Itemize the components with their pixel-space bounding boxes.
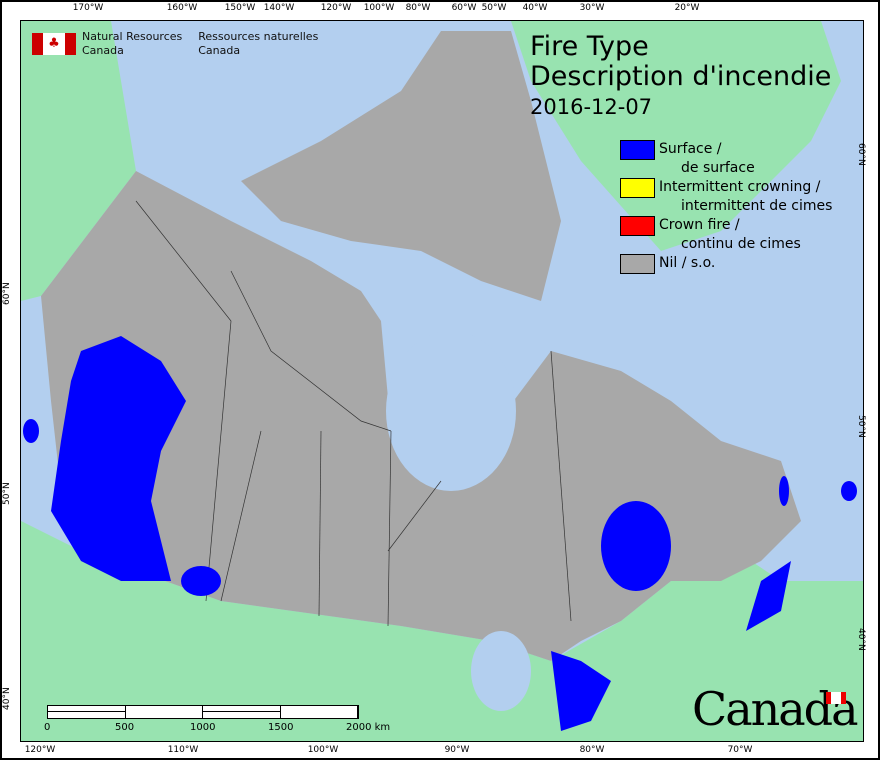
map-date: 2016-12-07 [530,95,653,119]
lon-label-top: 140°W [263,3,295,13]
scale-label: 0 [44,722,51,733]
fire-patch [841,481,857,501]
fire-type-map [20,20,864,742]
legend-item-crown: Crown fire / continu de cimes [620,216,832,254]
fire-ontario-south [551,651,611,731]
lat-label-left: 40°N [2,687,12,710]
map-title: Fire Type Description d'incendie 2016-12… [530,32,831,122]
title-en: Fire Type [530,31,649,62]
great-lakes [471,631,531,711]
hudson-bay [386,331,516,491]
lat-label-right: 60°N [856,143,866,166]
wordmark-flag-icon [826,692,846,704]
nrcan-signature: ♣ Natural Resources Canada Ressources na… [32,30,318,58]
legend-item-nil: Nil / s.o. [620,254,832,274]
fire-alberta-south [181,566,221,596]
legend-swatch [620,216,655,236]
title-fr: Description d'incendie [530,61,832,92]
agency-name-en: Canada [82,44,124,57]
legend-label: Surface / [659,141,722,157]
lon-label-top: 170°W [72,3,104,13]
canada-wordmark: Canada [692,682,859,736]
lon-label-bottom: 120°W [24,745,56,755]
lon-label-top: 40°W [522,3,548,13]
scale-bar: 0 500 1000 1500 2000 km [44,705,390,736]
legend-swatch [620,140,655,160]
legend-label: Crown fire / [659,217,740,233]
scale-label: 1500 [268,722,294,733]
lon-label-top: 160°W [166,3,198,13]
fire-patch [23,419,39,443]
fire-newfoundland [779,476,789,506]
lon-label-top: 50°W [481,3,507,13]
lon-label-top: 80°W [405,3,431,13]
legend: Surface / de surface Intermittent crownin… [620,140,832,274]
canada-flag-icon: ♣ [32,33,76,55]
lon-label-bottom: 70°W [727,745,753,755]
legend-swatch [620,178,655,198]
fire-quebec [601,501,671,591]
surface-fire-areas [23,336,857,731]
lat-label-left: 50°N [2,482,12,505]
greenland-land [511,21,841,251]
lon-label-bottom: 100°W [307,745,339,755]
map-graphic [21,21,863,741]
scale-label: 2000 km [346,722,391,733]
lat-label-right: 40°N [856,628,866,651]
legend-swatch [620,254,655,274]
legend-item-intermittent: Intermittent crowning / intermittent de c… [620,178,832,216]
lon-label-bottom: 90°W [444,745,470,755]
lat-label-right: 50°N [856,415,866,438]
fire-maritimes [746,561,791,631]
legend-label: continu de cimes [681,236,801,252]
scale-label: 1000 [190,722,216,733]
scale-label: 500 [115,722,135,733]
lon-label-top: 30°W [579,3,605,13]
lon-label-top: 20°W [674,3,700,13]
legend-label: Nil / s.o. [659,255,716,271]
lat-label-left: 60°N [2,282,12,305]
legend-label: intermittent de cimes [681,198,833,214]
agency-name-fr: Canada [198,44,241,57]
lon-label-top: 120°W [320,3,352,13]
lon-label-top: 100°W [363,3,395,13]
fire-bc-alberta [51,336,186,581]
agency-name-fr: Ressources naturelles [198,30,319,43]
agency-name-en: Natural Resources [82,30,183,43]
alaska-land [21,21,136,301]
lon-label-top: 60°W [451,3,477,13]
legend-label: Intermittent crowning / [659,179,821,195]
arctic-islands [241,31,561,301]
legend-label: de surface [681,160,755,176]
lon-label-bottom: 80°W [579,745,605,755]
province-boundaries [135,200,572,627]
lon-label-bottom: 110°W [167,745,199,755]
legend-item-surface: Surface / de surface [620,140,832,178]
usa-land [21,521,863,741]
lon-label-top: 150°W [224,3,256,13]
